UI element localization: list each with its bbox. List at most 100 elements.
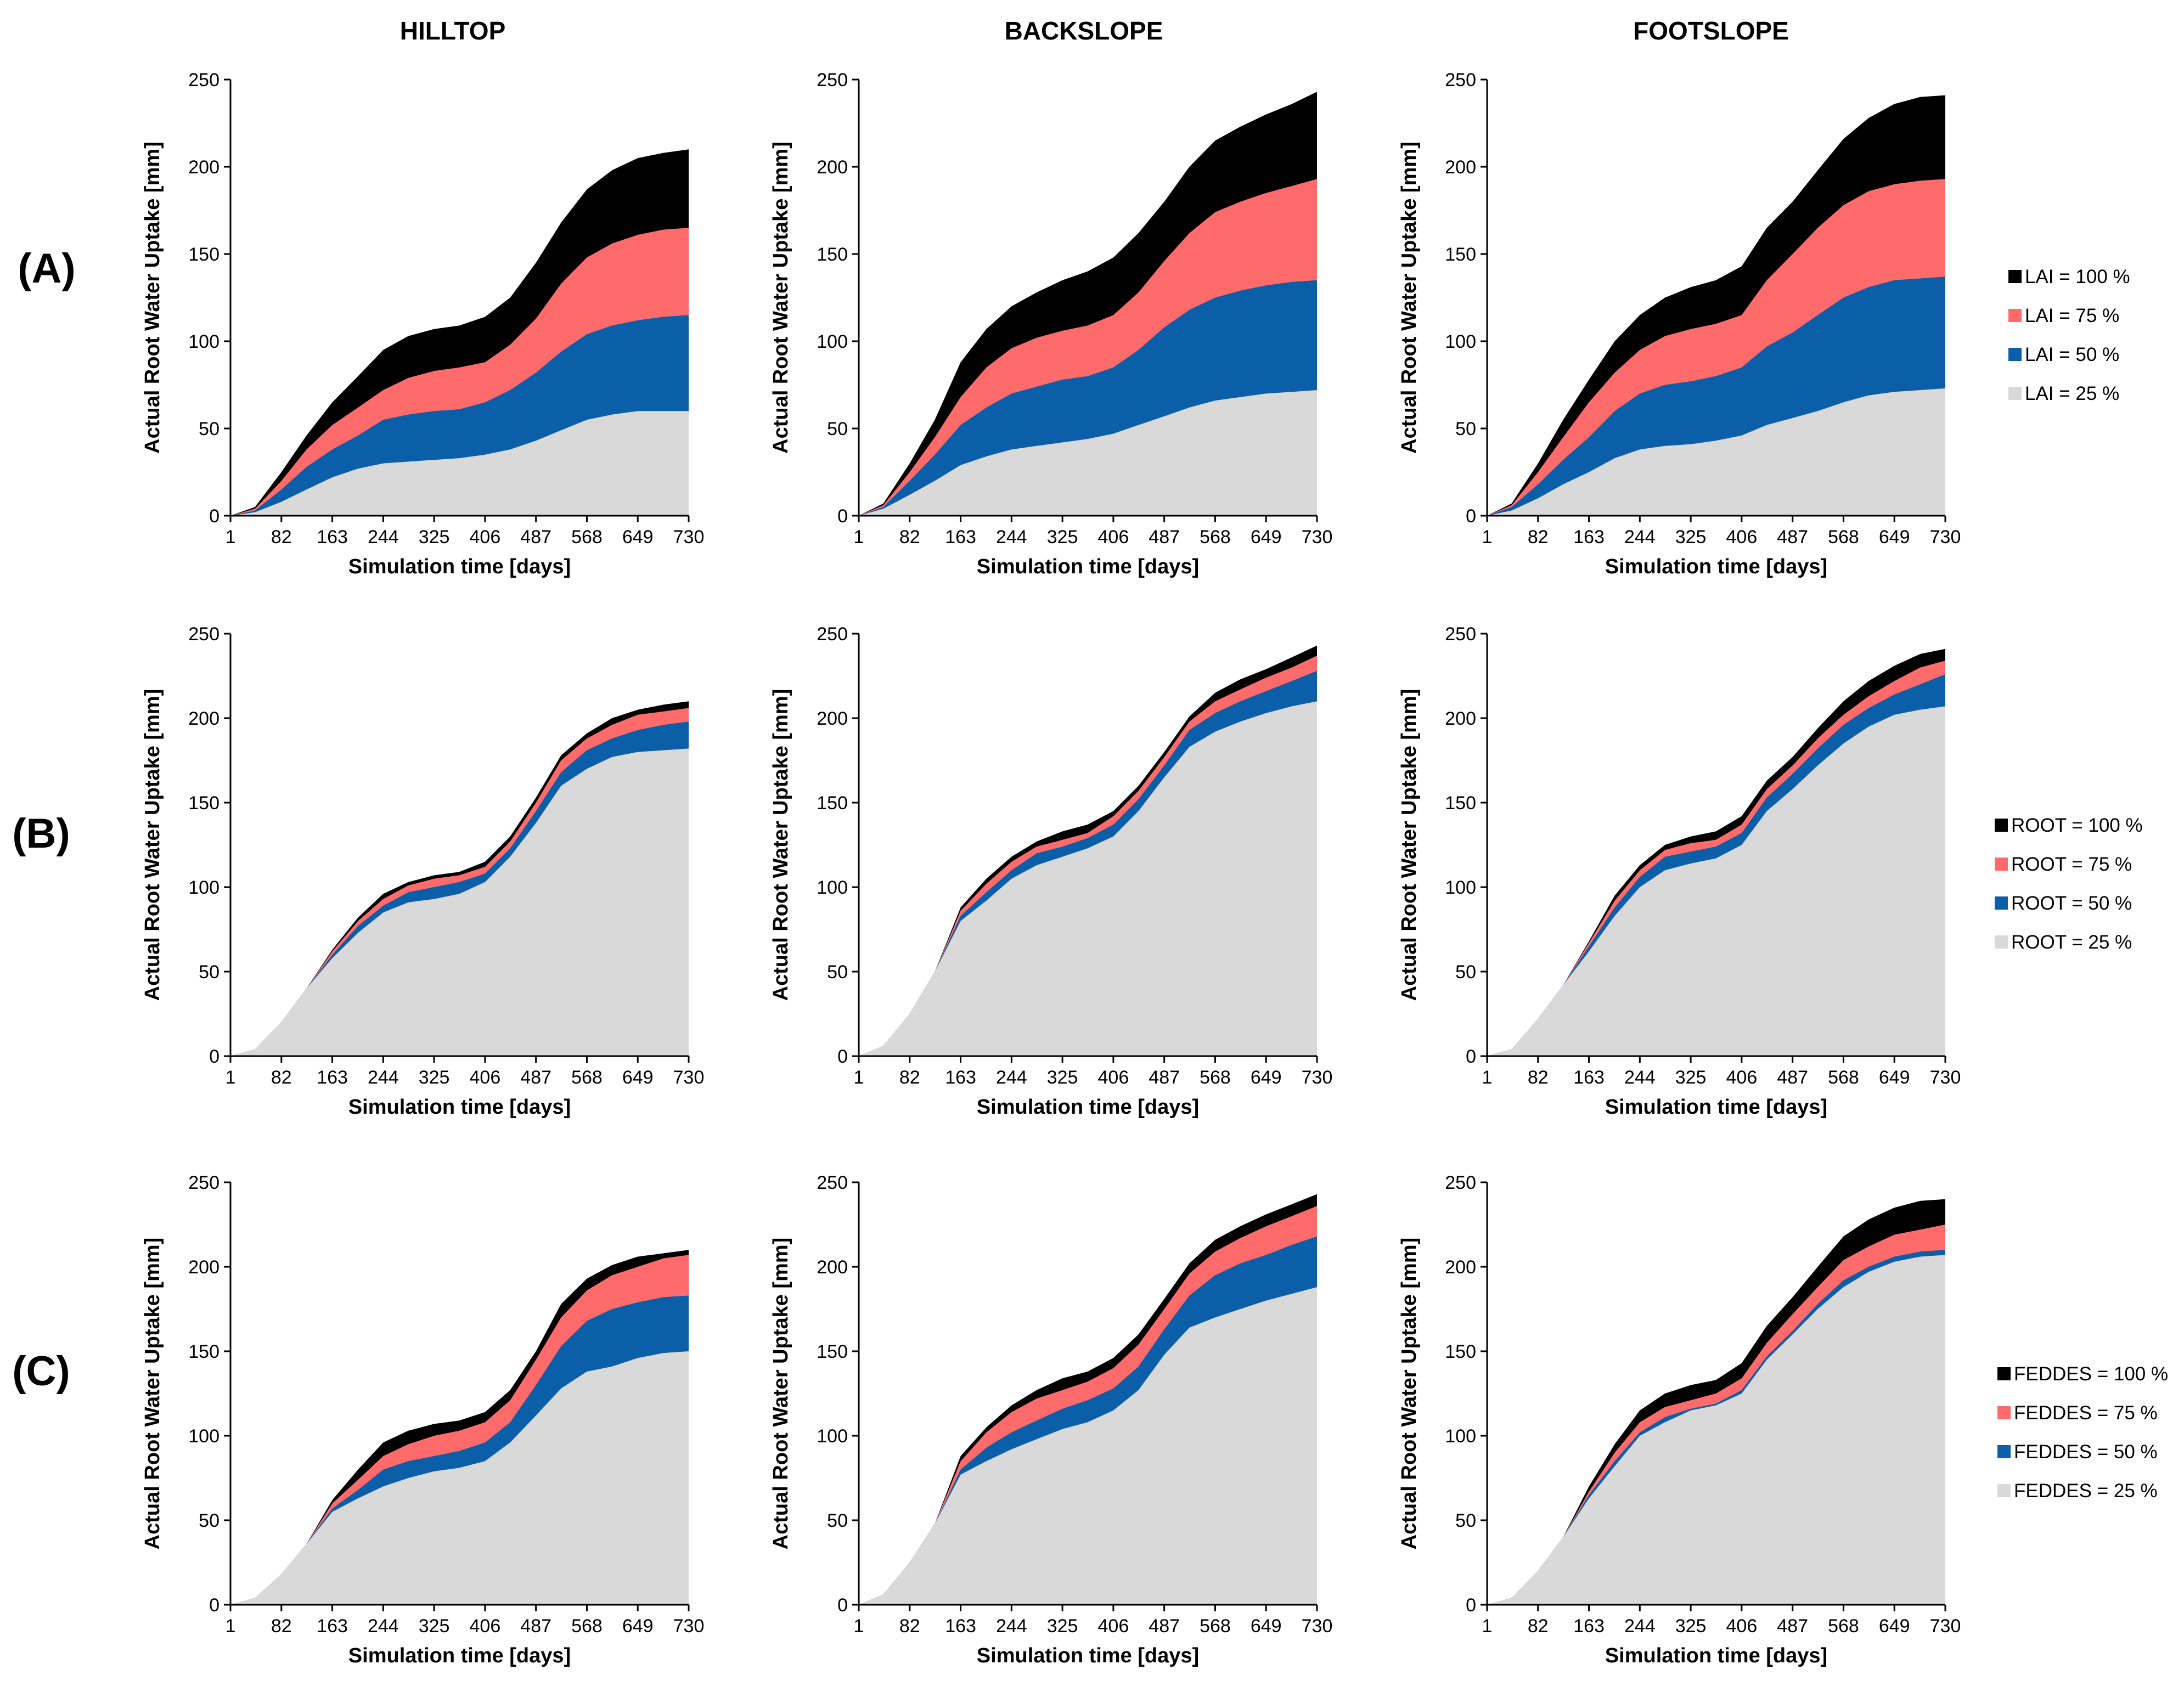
y-tick-label: 50: [827, 419, 848, 439]
y-tick-label: 50: [199, 1510, 219, 1531]
y-tick-label: 150: [188, 1341, 219, 1362]
x-tick-label: 649: [1251, 1616, 1282, 1637]
y-tick-label: 250: [1445, 70, 1476, 91]
y-tick-label: 50: [199, 419, 219, 439]
y-tick-label: 100: [1445, 331, 1476, 352]
y-axis-title: Actual Root Water Uptake [mm]: [1398, 142, 1421, 454]
y-axis-title: Actual Root Water Uptake [mm]: [1398, 689, 1421, 1001]
legend-label: LAI = 100 %: [2025, 266, 2130, 287]
legend-label: ROOT = 25 %: [2011, 932, 2132, 953]
x-tick-label: 568: [1200, 1616, 1231, 1637]
x-tick-label: 1: [226, 1067, 236, 1088]
x-tick-label: 730: [1930, 527, 1961, 548]
x-tick-label: 730: [1302, 1067, 1333, 1088]
area-feddes-25: [230, 1351, 689, 1605]
x-tick-label: 649: [1251, 527, 1282, 548]
y-tick-label: 0: [1466, 1046, 1476, 1067]
y-axis-title: Actual Root Water Uptake [mm]: [1398, 1238, 1421, 1550]
x-tick-label: 568: [1828, 527, 1859, 548]
chart-c-backslope: 0 50 100 150 200 250 1 82 163 244 325 406 487 568 649 7…: [769, 1172, 1332, 1667]
y-tick-label: 100: [188, 1426, 219, 1447]
y-tick-label: 100: [188, 877, 219, 898]
y-tick-label: 150: [1445, 793, 1476, 814]
x-tick-label: 568: [571, 1067, 603, 1088]
x-tick-label: 649: [1879, 527, 1910, 548]
x-tick-label: 325: [1047, 1616, 1078, 1637]
x-tick-label: 649: [1251, 1067, 1282, 1088]
x-tick-label: 730: [1302, 1616, 1333, 1637]
x-tick-label: 163: [317, 527, 348, 548]
x-tick-label: 568: [571, 527, 603, 548]
legends: LAI = 100 % LAI = 75 % LAI = 50 % LAI = 25 …: [1995, 266, 2168, 1502]
y-tick-label: 250: [188, 624, 219, 645]
x-tick-label: 163: [1573, 1616, 1605, 1637]
legend-swatch: [2008, 348, 2022, 361]
x-tick-label: 487: [520, 527, 551, 548]
y-tick-label: 100: [1445, 877, 1476, 898]
x-tick-label: 1: [1482, 527, 1493, 548]
legend-swatch: [1997, 1445, 2011, 1458]
column-titles: HILLTOP BACKSLOPE FOOTSLOPE: [400, 16, 1789, 45]
chart-c-hilltop: 0 50 100 150 200 250 1 82 163 244 325 406 487 568 649 7…: [141, 1172, 704, 1667]
y-tick-label: 150: [817, 244, 848, 265]
x-tick-label: 82: [271, 1067, 292, 1088]
x-tick-label: 1: [854, 527, 864, 548]
x-tick-label: 325: [1047, 527, 1078, 548]
area-lai-25: [230, 411, 689, 516]
x-tick-label: 82: [271, 527, 292, 548]
legend-a: LAI = 100 % LAI = 75 % LAI = 50 % LAI = 25 …: [2008, 266, 2130, 404]
column-title-hilltop: HILLTOP: [400, 16, 506, 45]
y-tick-label: 200: [1445, 708, 1476, 729]
x-tick-label: 406: [1098, 527, 1129, 548]
x-tick-label: 730: [673, 527, 705, 548]
x-axis-title: Simulation time [days]: [1605, 555, 1827, 578]
legend-swatch: [1995, 819, 2008, 832]
y-tick-label: 200: [1445, 1257, 1476, 1278]
x-tick-label: 730: [673, 1067, 705, 1088]
y-axis-title: Actual Root Water Uptake [mm]: [141, 689, 164, 1001]
x-tick-label: 244: [1624, 1616, 1656, 1637]
y-tick-label: 250: [1445, 1172, 1476, 1193]
chart-b-backslope: 0 50 100 150 200 250 1 82 163 244 325 406 487 568 649 7…: [769, 624, 1332, 1119]
area-lai-25: [859, 390, 1317, 516]
x-tick-label: 244: [368, 527, 399, 548]
x-tick-label: 244: [1624, 527, 1656, 548]
x-tick-label: 325: [1675, 1616, 1707, 1637]
y-tick-label: 150: [188, 793, 219, 814]
y-tick-label: 200: [188, 708, 219, 729]
y-tick-label: 200: [817, 157, 848, 178]
x-tick-label: 244: [996, 527, 1027, 548]
row-labels: (A) (B) (C): [12, 245, 76, 1395]
x-tick-label: 244: [368, 1067, 399, 1088]
x-tick-label: 649: [1879, 1067, 1910, 1088]
legend-swatch: [1997, 1367, 2011, 1380]
y-tick-label: 100: [1445, 1426, 1476, 1447]
area-root-25: [859, 701, 1317, 1056]
y-tick-label: 150: [1445, 1341, 1476, 1362]
y-tick-label: 150: [817, 1341, 848, 1362]
x-tick-label: 406: [470, 1067, 501, 1088]
legend-b: ROOT = 100 % ROOT = 75 % ROOT = 50 % ROOT =…: [1995, 815, 2143, 953]
chart-b-hilltop: 0 50 100 150 200 250 1 82 163 244 325 406 487 568 649 7…: [141, 624, 704, 1119]
x-tick-label: 244: [996, 1067, 1027, 1088]
x-tick-label: 568: [571, 1616, 603, 1637]
x-tick-label: 82: [1528, 1616, 1549, 1637]
x-tick-label: 568: [1828, 1616, 1859, 1637]
chart-a-footslope: 0 50 100 150 200 250 1 82 163 244 325 406 487 568 649 7…: [1398, 70, 1961, 578]
x-tick-label: 487: [520, 1616, 551, 1637]
x-tick-label: 649: [622, 1067, 654, 1088]
x-tick-label: 82: [1528, 1067, 1549, 1088]
y-tick-label: 0: [1466, 1595, 1476, 1616]
chart-a-hilltop: 0 50 100 150 200 250 1 82 163 244 325 406 487 568 649 7…: [141, 70, 704, 578]
x-tick-label: 649: [1879, 1616, 1910, 1637]
x-tick-label: 406: [1726, 1616, 1758, 1637]
y-tick-label: 50: [1455, 1510, 1476, 1531]
x-tick-label: 82: [1528, 527, 1549, 548]
legend-swatch: [2008, 309, 2022, 322]
y-tick-label: 50: [827, 1510, 848, 1531]
x-tick-label: 487: [1777, 1067, 1808, 1088]
legend-swatch: [1997, 1406, 2011, 1419]
y-tick-label: 100: [817, 1426, 848, 1447]
legend-label: FEDDES = 100 %: [2014, 1363, 2168, 1385]
